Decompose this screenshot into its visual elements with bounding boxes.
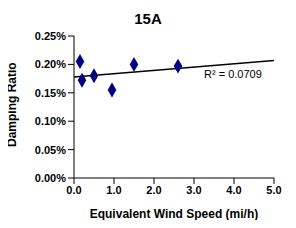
svg-text:0.10%: 0.10%: [35, 115, 66, 127]
svg-text:5.0: 5.0: [266, 184, 281, 196]
svg-text:2.0: 2.0: [146, 184, 161, 196]
html-text:15A: 15A: [134, 10, 162, 27]
svg-text:0.0: 0.0: [66, 184, 81, 196]
svg-text:0.20%: 0.20%: [35, 58, 66, 70]
svg-text:4.0: 4.0: [226, 184, 241, 196]
svg-text:3.0: 3.0: [186, 184, 201, 196]
svg-text:0.05%: 0.05%: [35, 144, 66, 156]
svg-text:Damping Ratio: Damping Ratio: [8, 62, 19, 147]
svg-text:0.15%: 0.15%: [35, 87, 66, 99]
svg-text:Equivalent Wind Speed (mi/h): Equivalent Wind Speed (mi/h): [90, 207, 259, 220]
svg-text:1.0: 1.0: [106, 184, 121, 196]
html-text:R² = 0.0709: R² = 0.0709: [204, 68, 262, 80]
svg-text:0.00%: 0.00%: [35, 172, 66, 184]
svg-text:0.25%: 0.25%: [35, 30, 66, 42]
